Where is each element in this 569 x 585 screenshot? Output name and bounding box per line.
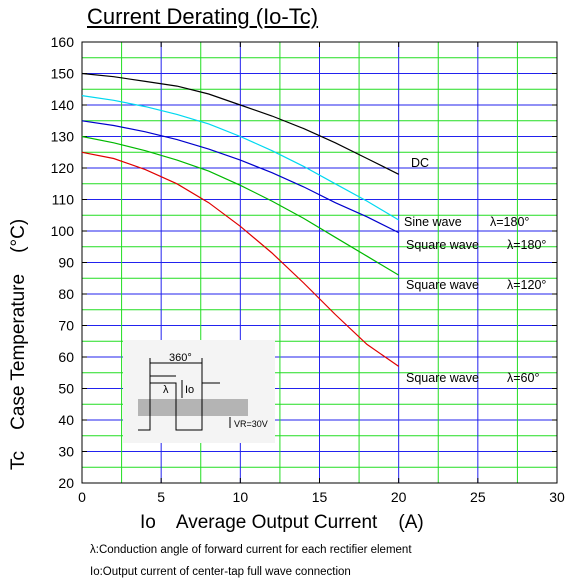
label-square-60: Square wave xyxy=(406,371,479,385)
y-tick-label: 50 xyxy=(58,381,74,397)
note-io: Io:Output current of center-tap full wav… xyxy=(90,566,351,578)
x-axis-label: Io Average Output Current (A) xyxy=(140,512,424,533)
tick-labels: 20 30 40 50 60 70 80 90 100 110 120 130 140 150 160 0 5 1… xyxy=(51,34,565,505)
y-axis-label: Tc Case Temperature (°C) xyxy=(8,218,29,470)
series-lines xyxy=(81,72,400,367)
x-tick-label: 25 xyxy=(470,489,486,505)
y-tick-label: 130 xyxy=(51,129,75,145)
y-tick-label: 70 xyxy=(58,318,74,334)
inset-background xyxy=(123,340,275,443)
label-square-120: Square wave xyxy=(406,278,479,292)
period-label: 360° xyxy=(169,352,192,364)
y-tick-label: 140 xyxy=(51,97,75,113)
x-tick-label: 10 xyxy=(233,489,249,505)
curve-labels: DC Sine wave λ=180° Square wave λ=180° Square… xyxy=(404,156,546,385)
y-tick-label: 60 xyxy=(58,349,74,365)
y-tick-label: 40 xyxy=(58,412,74,428)
y-tick-label: 30 xyxy=(58,444,74,460)
x-tick-label: 15 xyxy=(312,489,328,505)
series-line-0 xyxy=(81,72,399,175)
series-line-4 xyxy=(81,151,400,367)
x-tick-label: 5 xyxy=(157,489,165,505)
label-square-180-angle: λ=180° xyxy=(507,238,546,252)
label-square-120-angle: λ=120° xyxy=(507,278,546,292)
series-line-3 xyxy=(81,135,400,276)
label-dc: DC xyxy=(411,156,429,170)
y-tick-label: 120 xyxy=(51,160,75,176)
y-tick-label: 150 xyxy=(51,66,75,82)
x-tick-label: 20 xyxy=(391,489,407,505)
y-tick-label: 90 xyxy=(58,255,74,271)
y-tick-label: 100 xyxy=(51,223,75,239)
lambda-label: λ xyxy=(163,384,169,396)
label-square-60-angle: λ=60° xyxy=(507,371,539,385)
x-tick-label: 0 xyxy=(78,489,86,505)
chart-title: Current Derating (Io-Tc) xyxy=(87,4,319,29)
axes xyxy=(81,41,558,484)
y-tick-label: 110 xyxy=(52,192,75,208)
series-line-2 xyxy=(81,120,399,234)
note-lambda: λ:Conduction angle of forward current fo… xyxy=(90,544,412,556)
label-sine: Sine wave xyxy=(404,215,462,229)
inset-band xyxy=(138,399,248,416)
io-label: Io xyxy=(185,384,194,396)
vr-label: VR=30V xyxy=(234,419,268,429)
y-tick-label: 20 xyxy=(58,475,74,491)
label-square-180: Square wave xyxy=(406,238,479,252)
label-sine-angle: λ=180° xyxy=(490,215,529,229)
x-tick-label: 30 xyxy=(549,489,565,505)
series-line-1 xyxy=(81,95,400,221)
waveform-line xyxy=(138,382,220,431)
y-tick-label: 160 xyxy=(51,34,75,50)
waveform-inset: 360° λ Io VR=30V xyxy=(123,340,275,443)
y-tick-label: 80 xyxy=(58,286,74,302)
